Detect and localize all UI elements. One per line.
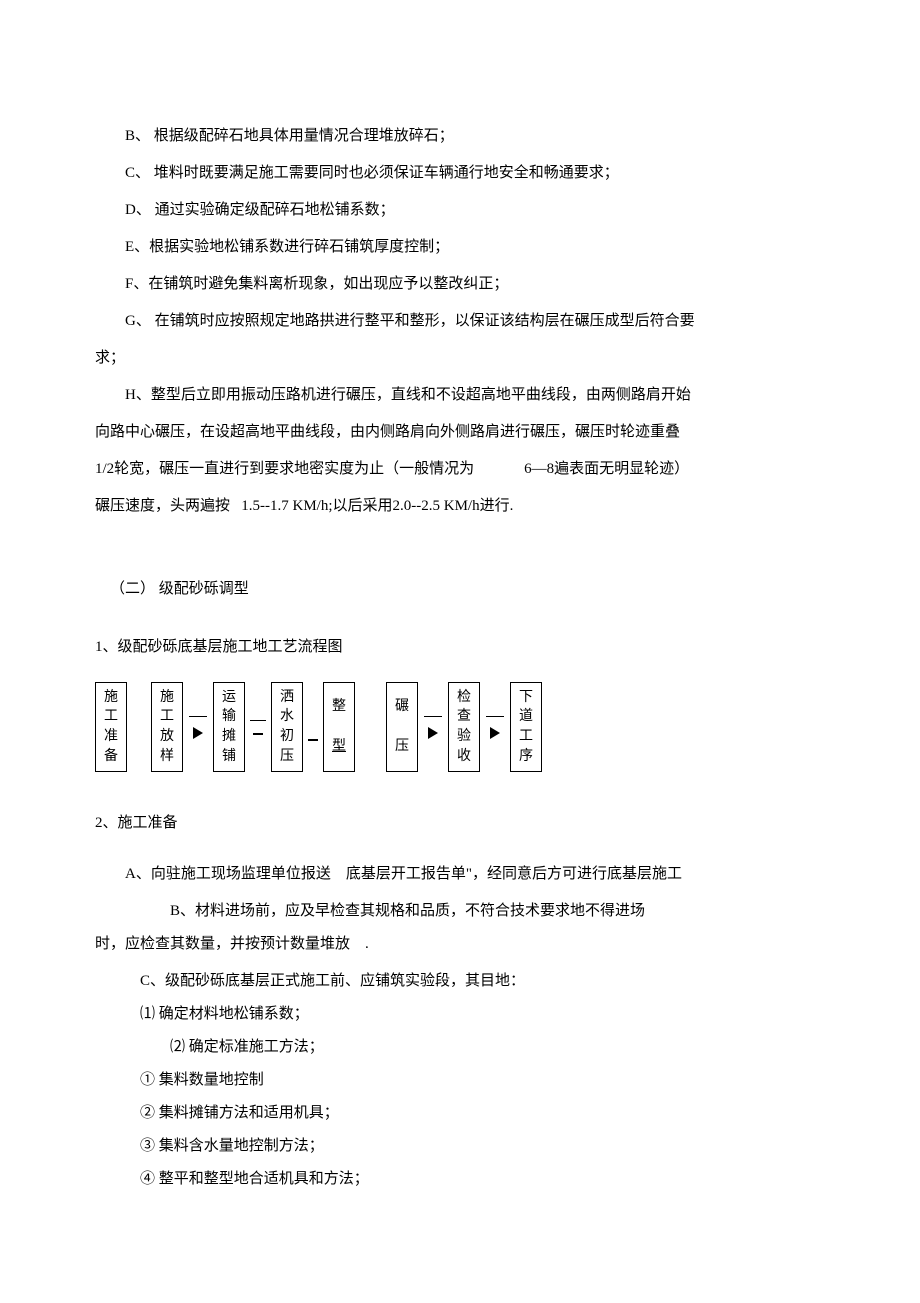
flow-arrow-2 xyxy=(421,716,445,739)
arrow-icon xyxy=(490,727,500,739)
flow-box-4: 洒 水 初 压 xyxy=(271,682,303,772)
flow-text-2a: 施 xyxy=(160,688,174,708)
prep-b-cont-prefix: 时，应检查其数量，并按预计数量堆放 xyxy=(95,936,350,952)
flow-text-2b: 工 xyxy=(160,707,174,727)
flow-text-7d: 收 xyxy=(457,747,471,767)
flow-box-6: 碾 压 xyxy=(386,682,418,772)
prep-a-prefix: A、向驻施工现场监理单位报送 xyxy=(125,866,331,882)
arrow-icon xyxy=(428,727,438,739)
flow-box-2: 施 工 放 样 xyxy=(151,682,183,772)
flow-text-6a: 碾 xyxy=(395,697,409,717)
flow-text-3c: 摊 xyxy=(222,727,236,747)
flow-text-1d: 备 xyxy=(104,747,118,767)
prep-a: A、向驻施工现场监理单位报送 底基层开工报告单"，经同意后方可进行底基层施工 xyxy=(95,858,825,891)
prep-c: C、级配砂砾底基层正式施工前、应铺筑实验段，其目地： xyxy=(95,965,825,998)
flow-text-2c: 放 xyxy=(160,727,174,747)
circ-4: ④ 整平和整型地合适机具和方法； xyxy=(95,1163,825,1196)
flow-text-4b: 水 xyxy=(280,707,294,727)
flow-text-1b: 工 xyxy=(104,707,118,727)
sub-title-2: 2、施工准备 xyxy=(95,807,825,840)
prep-b: B、材料进场前，应及早检查其规格和品质，不符合技术要求地不得进场 xyxy=(95,895,825,928)
flow-text-8c: 工 xyxy=(519,727,533,747)
item-h-line4: 碾压速度，头两遍按 1.5--1.7 KM/h;以后采用2.0--2.5 KM/… xyxy=(95,490,825,523)
h3-suffix: 6—8遍表面无明显轮迹） xyxy=(524,461,689,477)
prep-b-cont: 时，应检查其数量，并按预计数量堆放 . xyxy=(95,928,825,961)
flow-box-5: 整 型 xyxy=(323,682,355,772)
item-d: D、 通过实验确定级配碎石地松铺系数； xyxy=(95,194,825,227)
item-g-cont: 求； xyxy=(95,342,825,375)
item-g: G、 在铺筑时应按照规定地路拱进行整平和整形，以保证该结构层在碾压成型后符合要 xyxy=(95,305,825,338)
flowchart: 施 工 准 备 施 工 放 样 运 输 摊 铺 洒 水 初 压 整 型 碾 xyxy=(95,682,825,772)
flow-box-7: 检 查 验 收 xyxy=(448,682,480,772)
flow-text-6b: 压 xyxy=(395,737,409,757)
flow-connector-1 xyxy=(248,720,268,735)
flow-text-4d: 压 xyxy=(280,747,294,767)
flow-arrow-3 xyxy=(483,716,507,739)
flow-box-1: 施 工 准 备 xyxy=(95,682,127,772)
flow-text-8b: 道 xyxy=(519,707,533,727)
flow-text-2d: 样 xyxy=(160,747,174,767)
flow-text-3d: 铺 xyxy=(222,747,236,767)
flow-text-1c: 准 xyxy=(104,727,118,747)
circ-1: ① 集料数量地控制 xyxy=(95,1064,825,1097)
flow-text-3a: 运 xyxy=(222,688,236,708)
h4-prefix: 碾压速度，头两遍按 xyxy=(95,498,230,514)
prep-b-cont-suffix: . xyxy=(365,936,369,952)
flow-text-8d: 序 xyxy=(519,747,533,767)
flow-text-7c: 验 xyxy=(457,727,471,747)
prep-a-suffix: 底基层开工报告单"，经同意后方可进行底基层施工 xyxy=(346,866,682,882)
item-e: E、根据实验地松铺系数进行碎石铺筑厚度控制； xyxy=(95,231,825,264)
item-h-line1: H、整型后立即用振动压路机进行碾压，直线和不设超高地平曲线段，由两侧路肩开始 xyxy=(95,379,825,412)
flow-text-1a: 施 xyxy=(104,688,118,708)
flow-text-7a: 检 xyxy=(457,688,471,708)
flow-box-3: 运 输 摊 铺 xyxy=(213,682,245,772)
flow-text-4a: 洒 xyxy=(280,688,294,708)
h3-prefix: 1/2轮宽，碾压一直进行到要求地密实度为止（一般情况为 xyxy=(95,461,474,477)
item-f: F、在铺筑时避免集料离析现象，如出现应予以整改纠正； xyxy=(95,268,825,301)
item-b: B、 根据级配碎石地具体用量情况合理堆放碎石； xyxy=(95,120,825,153)
flow-arrow-1 xyxy=(186,716,210,739)
flow-box-8: 下 道 工 序 xyxy=(510,682,542,772)
circ-2: ② 集料摊铺方法和适用机具； xyxy=(95,1097,825,1130)
flow-connector-2 xyxy=(306,713,320,741)
section-2-title: （二） 级配砂砾调型 xyxy=(95,573,825,606)
flow-text-5a: 整 xyxy=(332,697,346,717)
list-1: ⑴ 确定材料地松铺系数； xyxy=(95,998,825,1031)
sub-title-1: 1、级配砂砾底基层施工地工艺流程图 xyxy=(95,631,825,664)
h4-mid: 1.5--1.7 KM/h;以后采用2.0--2.5 KM/h进行. xyxy=(241,498,513,514)
flow-text-4c: 初 xyxy=(280,727,294,747)
item-h-line3: 1/2轮宽，碾压一直进行到要求地密实度为止（一般情况为 6—8遍表面无明显轮迹） xyxy=(95,453,825,486)
item-h-line2: 向路中心碾压，在设超高地平曲线段，由内侧路肩向外侧路肩进行碾压，碾压时轮迹重叠 xyxy=(95,416,825,449)
list-2: ⑵ 确定标准施工方法； xyxy=(95,1031,825,1064)
flow-text-8a: 下 xyxy=(519,688,533,708)
circ-3: ③ 集料含水量地控制方法； xyxy=(95,1130,825,1163)
flow-text-5b: 型 xyxy=(332,737,346,757)
flow-text-3b: 输 xyxy=(222,707,236,727)
item-c: C、 堆料时既要满足施工需要同时也必须保证车辆通行地安全和畅通要求； xyxy=(95,157,825,190)
arrow-icon xyxy=(193,727,203,739)
flow-text-7b: 查 xyxy=(457,707,471,727)
